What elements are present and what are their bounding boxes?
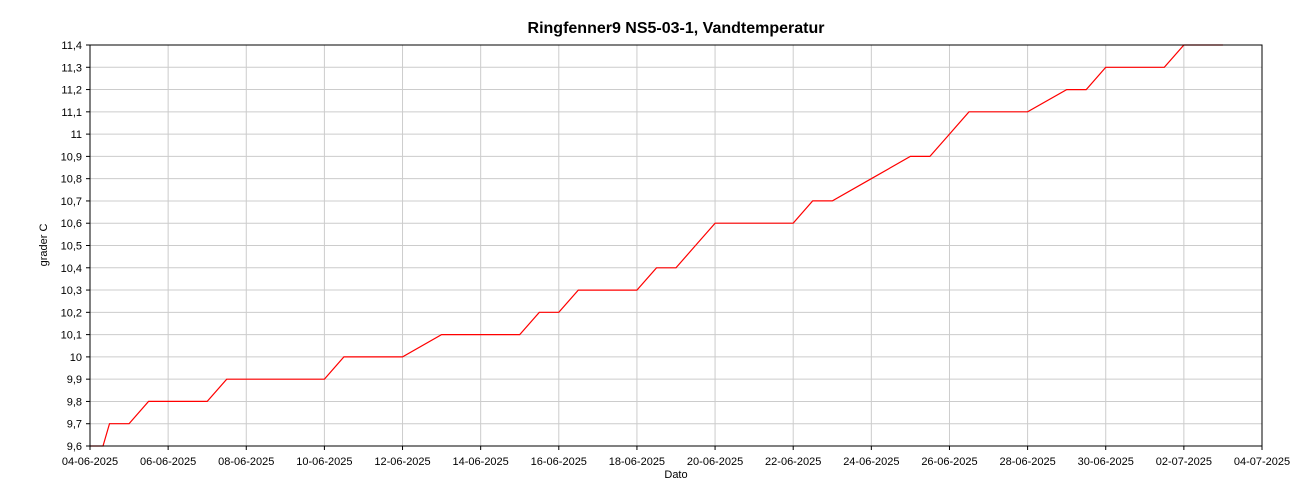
y-tick-label: 9,7 [67, 419, 82, 431]
y-tick-label: 10,8 [61, 174, 82, 186]
series-line [90, 44, 1223, 447]
x-tick-label: 16-06-2025 [531, 456, 587, 468]
x-tick-label: 22-06-2025 [765, 456, 821, 468]
x-tick-label: 18-06-2025 [609, 456, 665, 468]
y-tick-label: 10,2 [61, 307, 82, 319]
x-tick-label: 10-06-2025 [296, 456, 352, 468]
y-tick-label: 10,9 [61, 151, 82, 163]
x-tick-label: 28-06-2025 [999, 456, 1055, 468]
chart-title: Ringfenner9 NS5-03-1, Vandtemperatur [527, 20, 825, 37]
x-tick-label: 30-06-2025 [1078, 456, 1134, 468]
y-tick-label: 11 [71, 129, 82, 141]
x-tick-label: 20-06-2025 [687, 456, 743, 468]
y-tick-label: 10,7 [61, 196, 82, 208]
x-tick-label: 26-06-2025 [921, 456, 977, 468]
x-tick-label: 24-06-2025 [843, 456, 899, 468]
y-tick-label: 11,3 [61, 62, 82, 74]
y-tick-label: 10,3 [61, 285, 82, 297]
y-tick-label: 10,5 [61, 241, 82, 253]
y-tick-label: 9,8 [67, 396, 82, 408]
y-tick-label: 11,4 [61, 40, 82, 52]
x-tick-label: 06-06-2025 [140, 456, 196, 468]
x-tick-label: 12-06-2025 [374, 456, 430, 468]
x-tick-label: 04-07-2025 [1234, 456, 1290, 468]
x-tick-label: 14-06-2025 [453, 456, 509, 468]
grid [90, 45, 1262, 446]
x-axis-title: Dato [664, 469, 687, 481]
y-tick-label: 11,2 [61, 85, 82, 97]
y-tick-label: 10,1 [61, 330, 82, 342]
y-tick-label: 9,6 [67, 441, 82, 453]
y-axis-title: grader C [38, 224, 50, 267]
tick-layer: 9,6 9,7 9,8 9,9 10 10,1 10,2 10,3 10,4 10,5 10,6 10… [61, 40, 1291, 468]
y-tick-label: 10,4 [61, 263, 82, 275]
series-line-layer [90, 44, 1223, 447]
y-tick-label: 11,1 [61, 107, 82, 119]
x-tick-label: 08-06-2025 [218, 456, 274, 468]
y-tick-label: 10 [70, 352, 82, 364]
y-tick-label: 10,6 [61, 218, 82, 230]
x-tick-label: 02-07-2025 [1156, 456, 1212, 468]
x-tick-label: 04-06-2025 [62, 456, 118, 468]
y-tick-label: 9,9 [67, 374, 82, 386]
